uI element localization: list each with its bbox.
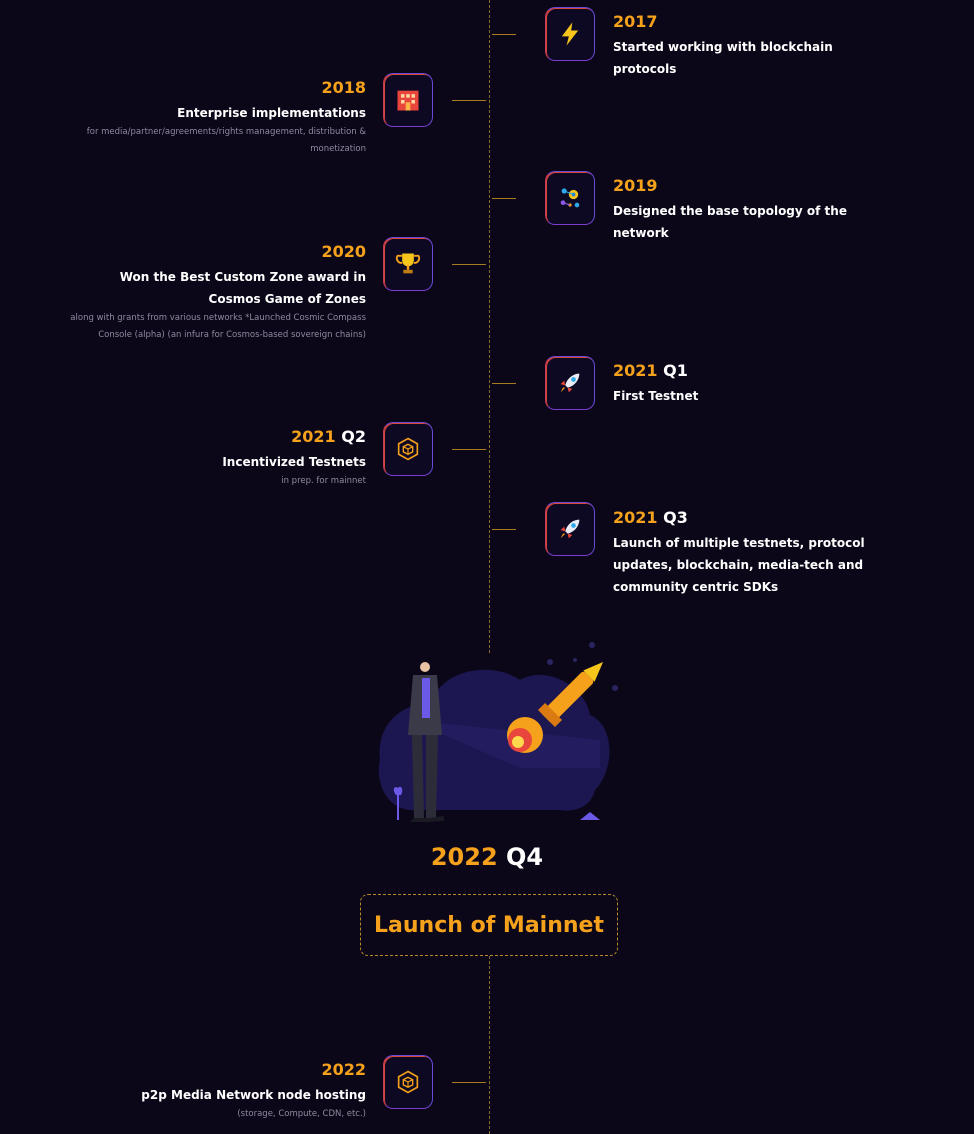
entry-quarter: Q3 [663,508,688,527]
timeline-icon-2021-q1 [545,356,595,410]
lightning-icon [561,22,579,46]
connector [452,1082,486,1083]
launch-illustration [378,642,618,822]
milestone-year: 2022 Q4 [430,843,544,871]
timeline-icon-2020 [383,237,433,291]
timeline-entry-2018: 2018 Enterprise implementations for medi… [80,78,366,158]
timeline-icon-2021-q2 [383,422,433,476]
entry-title: Enterprise implementations [177,106,366,120]
entry-title: p2p Media Network node hosting [141,1088,366,1102]
timeline-entry-2020: 2020 Won the Best Custom Zone award in C… [66,242,366,344]
network-gears-icon [560,188,580,208]
entry-quarter: Q2 [341,427,366,446]
entry-quarter: Q1 [663,361,688,380]
rocket-icon [560,519,580,539]
entry-title: Started working with blockchain protocol… [613,40,833,76]
milestone-label: Launch of Mainnet [360,894,618,956]
timeline-entry-2017: 2017 Started working with blockchain pro… [613,12,893,80]
entry-year: 2022 [321,1060,366,1079]
connector [452,449,486,450]
timeline-axis-bottom [489,956,490,1134]
entry-description: along with grants from various networks … [70,313,366,340]
timeline-entry-2021-q2: 2021 Q2 Incentivized Testnets in prep. f… [80,427,366,490]
timeline-icon-2018 [383,73,433,127]
trophy-icon [395,253,421,274]
timeline-entry-2021-q3: 2021 Q3 Launch of multiple testnets, pro… [613,508,893,598]
timeline-axis-top [489,0,490,653]
entry-title: Launch of multiple testnets, protocol up… [613,536,865,594]
timeline-icon-2022 [383,1055,433,1109]
entry-title: Incentivized Testnets [222,455,366,469]
entry-title: First Testnet [613,389,699,403]
entry-year: 2021 [613,361,658,380]
entry-year: 2018 [321,78,366,97]
cube-icon [397,1070,419,1094]
connector [492,34,516,35]
connector [452,100,486,101]
entry-year: 2017 [613,12,658,31]
entry-title: Won the Best Custom Zone award in Cosmos… [119,270,366,306]
rocket-icon [560,373,580,393]
entry-year: 2021 [613,508,658,527]
timeline-entry-2019: 2019 Designed the base topology of the n… [613,176,893,244]
entry-year: 2020 [321,242,366,261]
timeline-icon-2021-q3 [545,502,595,556]
entry-description: (storage, Compute, CDN, etc.) [237,1109,366,1119]
entry-description: in prep. for mainnet [281,476,366,486]
timeline-icon-2019 [545,171,595,225]
timeline-icon-2017 [545,7,595,61]
entry-year: 2019 [613,176,658,195]
timeline-entry-2022: 2022 p2p Media Network node hosting (sto… [80,1060,366,1123]
building-icon [397,90,419,111]
timeline-entry-2021-q1: 2021 Q1 First Testnet [613,361,893,407]
entry-title: Designed the base topology of the networ… [613,204,847,240]
entry-year: 2021 [291,427,336,446]
entry-description: for media/partner/agreements/rights mana… [86,127,366,154]
connector [492,529,516,530]
cube-icon [397,437,419,461]
connector [492,198,516,199]
connector [492,383,516,384]
connector [452,264,486,265]
